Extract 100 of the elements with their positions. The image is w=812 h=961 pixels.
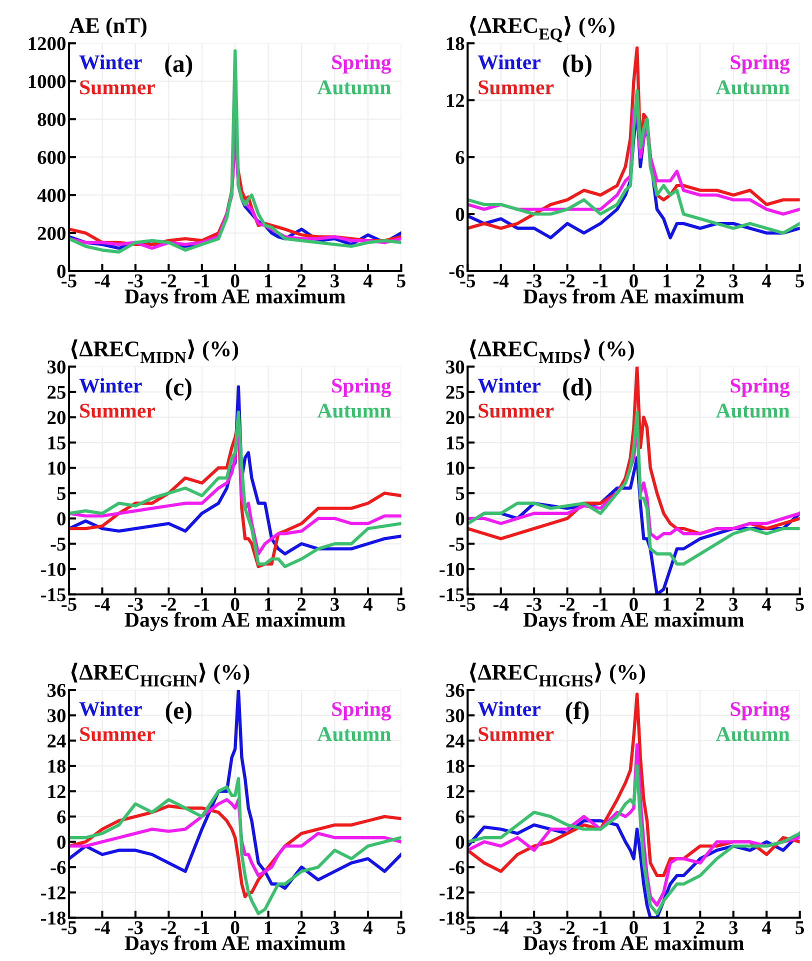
y-tick-label: 10 <box>48 462 66 475</box>
y-tick-label: 30 <box>48 709 66 722</box>
x-axis-title: Days from AE maximum <box>124 288 346 308</box>
x-tick-label: 3 <box>729 598 738 611</box>
x-tick-label: -1 <box>593 921 608 934</box>
x-axis-title: Days from AE maximum <box>124 612 346 632</box>
y-tick-label: 36 <box>446 684 464 697</box>
x-tick-label: 0 <box>230 598 240 611</box>
y-tick-label: 12 <box>446 785 464 798</box>
annotation: (b) <box>563 54 592 78</box>
text: Summer <box>478 404 554 418</box>
y-tick-label: -5 <box>50 538 66 551</box>
chart-title: AE (nT) <box>69 17 146 38</box>
x-tick-label: 3 <box>330 274 339 288</box>
x-tick-label: -4 <box>493 598 509 611</box>
text: Spring <box>730 54 790 74</box>
x-tick-label: 4 <box>762 598 772 611</box>
y-tick-label: -5 <box>449 538 464 551</box>
x-tick-label: -4 <box>94 598 110 611</box>
x-tick-label: 5 <box>796 921 804 934</box>
x-tick-label: 4 <box>762 921 772 934</box>
x-tick-label: -4 <box>94 274 110 288</box>
y-tick-label: 0 <box>456 208 464 221</box>
y-tick-label: -12 <box>41 886 66 900</box>
y-tick-label: 200 <box>38 226 66 240</box>
y-tick-label: 6 <box>456 810 464 824</box>
x-tick-label: -4 <box>94 921 110 934</box>
y-tick-label: 18 <box>48 760 66 773</box>
text: Spring <box>332 701 392 720</box>
x-tick-label: -2 <box>560 274 575 288</box>
x-tick-label: 5 <box>397 274 406 288</box>
y-tick-label: -6 <box>50 861 66 874</box>
text: Autumn <box>716 404 790 418</box>
x-axis-title: Days from AE maximum <box>523 612 744 632</box>
y-tick-label: 20 <box>446 411 464 424</box>
y-tick-label: 25 <box>446 386 464 399</box>
y-tick-label: 5 <box>456 487 464 500</box>
y-tick-label: 24 <box>446 734 464 748</box>
x-axis-title: Days from AE maximum <box>523 935 744 955</box>
y-tick-label: -10 <box>440 562 464 576</box>
x-tick-label: -3 <box>128 274 143 288</box>
x-tick-label: 0 <box>230 921 240 934</box>
x-tick-label: 0 <box>630 274 638 288</box>
x-tick-label: 5 <box>397 598 406 611</box>
annotation: (f) <box>566 701 589 724</box>
annotation: (e) <box>166 701 192 724</box>
text: Winter <box>478 701 540 716</box>
y-tick-label: 0 <box>456 836 464 849</box>
x-tick-label: -1 <box>194 598 209 611</box>
annotation: (a) <box>165 54 192 78</box>
x-tick-label: 1 <box>664 274 671 288</box>
y-tick-label: -6 <box>449 861 464 874</box>
y-tick-label: 18 <box>446 37 464 50</box>
text: Spring <box>332 54 392 74</box>
annotation: (d) <box>563 378 592 401</box>
y-tick-label: 5 <box>57 487 66 500</box>
x-tick-label: -2 <box>560 598 575 611</box>
x-tick-label: 2 <box>298 598 306 611</box>
text: Summer <box>80 727 155 742</box>
y-tick-label: 15 <box>48 436 66 450</box>
text: Summer <box>478 80 554 94</box>
x-tick-label: 3 <box>729 274 738 288</box>
y-tick-label: 15 <box>446 436 464 450</box>
y-tick-label: 30 <box>48 360 66 374</box>
text: Autumn <box>317 727 391 742</box>
x-tick-label: -2 <box>161 921 176 934</box>
x-tick-label: 0 <box>630 598 638 611</box>
x-tick-label: 5 <box>796 598 804 611</box>
y-tick-label: 30 <box>446 709 464 722</box>
text: Spring <box>730 701 790 720</box>
x-tick-label: -2 <box>161 274 176 288</box>
x-tick-label: -4 <box>493 274 509 288</box>
x-tick-label: 1 <box>265 274 272 288</box>
y-tick-label: 800 <box>38 112 66 126</box>
x-tick-label: 5 <box>397 921 406 934</box>
line-series <box>468 764 800 916</box>
text: Autumn <box>317 404 391 418</box>
text: Winter <box>79 378 142 393</box>
y-tick-label: 600 <box>38 150 66 164</box>
line-series <box>69 776 402 916</box>
x-tick-label: -1 <box>194 921 209 934</box>
text: Autumn <box>716 80 790 94</box>
x-tick-label: -1 <box>593 598 608 611</box>
x-tick-label: -4 <box>493 921 509 934</box>
annotation: (c) <box>166 378 192 401</box>
x-tick-label: 0 <box>630 921 638 934</box>
x-tick-label: 3 <box>330 598 339 611</box>
text: Autumn <box>716 727 790 742</box>
text: Summer <box>478 727 554 742</box>
text: Winter <box>478 54 540 70</box>
text: Winter <box>79 701 142 716</box>
x-tick-label: 2 <box>696 598 704 611</box>
y-tick-label: 0 <box>57 512 66 526</box>
y-tick-label: 25 <box>48 386 66 399</box>
x-tick-label: -3 <box>128 598 143 611</box>
text: Summer <box>80 80 155 94</box>
x-tick-label: 4 <box>363 921 372 934</box>
x-tick-label: -1 <box>194 274 209 288</box>
y-tick-label: 10 <box>446 462 464 475</box>
y-tick-label: -10 <box>41 562 66 576</box>
